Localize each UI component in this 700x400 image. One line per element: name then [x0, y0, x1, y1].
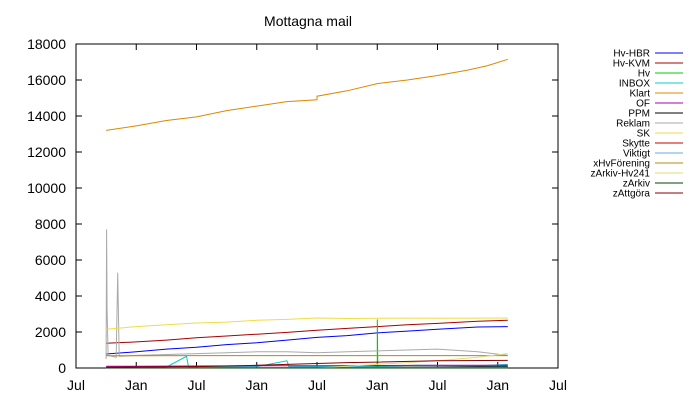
series-line-4: [106, 58, 508, 131]
y-tick-label: 12000: [27, 144, 66, 160]
legend-label: Viktigt: [623, 149, 650, 160]
y-tick-label: 16000: [27, 72, 66, 88]
plot-frame: [75, 43, 559, 369]
x-tick-label: Jan: [125, 377, 148, 393]
chart-title: Mottagna mail: [264, 13, 352, 29]
legend-label: PPM: [628, 109, 650, 120]
series-line-8: [106, 317, 508, 330]
series-line-7: [105, 229, 508, 360]
x-tick-label: Jan: [486, 377, 509, 393]
y-tick-label: 2000: [35, 324, 66, 340]
legend-label: OF: [636, 99, 650, 110]
series-line-14: [106, 359, 508, 368]
y-tick-label: 6000: [35, 252, 66, 268]
x-axis: Jul Jan Jul Jan Jul Jan Jul Jan Jul: [67, 44, 567, 393]
legend-label: zArkiv-Hv241: [591, 169, 651, 180]
y-tick-label: 4000: [35, 288, 66, 304]
series-line-5: [106, 364, 508, 367]
series-layer: [105, 58, 508, 369]
x-tick-label: Jan: [366, 377, 389, 393]
legend: Hv-HBRHv-KVMHvINBOXKlartOFPPMReklamSKSky…: [591, 49, 683, 200]
x-tick-label: Jul: [549, 377, 567, 393]
y-tick-label: 10000: [27, 180, 66, 196]
legend-label: zArkiv: [623, 179, 650, 190]
legend-label: Hv: [638, 69, 650, 80]
legend-label: Klart: [629, 89, 650, 100]
legend-label: INBOX: [619, 79, 650, 90]
y-axis: 0 2000 4000 6000 8000 10000 12000 14000 16000 180…: [27, 36, 558, 376]
series-line-0: [106, 326, 508, 355]
x-tick-label: Jul: [67, 377, 85, 393]
legend-label: Reklam: [616, 119, 650, 130]
x-tick-label: Jan: [245, 377, 268, 393]
legend-label: Hv-HBR: [613, 49, 650, 60]
y-tick-label: 8000: [35, 216, 66, 232]
y-tick-label: 14000: [27, 108, 66, 124]
series-line-1: [106, 319, 508, 344]
y-tick-label: 18000: [27, 36, 66, 52]
x-tick-label: Jul: [429, 377, 447, 393]
legend-label: Hv-KVM: [613, 59, 650, 70]
legend-label: SK: [637, 129, 651, 140]
x-tick-label: Jul: [188, 377, 206, 393]
legend-label: Skytte: [622, 139, 650, 150]
x-tick-label: Jul: [308, 377, 326, 393]
legend-label: xHvFörening: [593, 159, 650, 170]
y-tick-label: 0: [58, 360, 66, 376]
legend-label: zAttgöra: [613, 189, 651, 200]
